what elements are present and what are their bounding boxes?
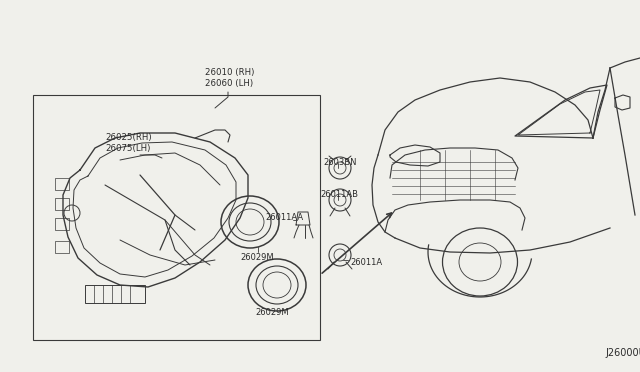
Text: 2603BN: 2603BN xyxy=(323,158,356,167)
Text: 26029M: 26029M xyxy=(240,253,274,262)
Text: 26011AA: 26011AA xyxy=(265,213,303,222)
Text: 26025(RH): 26025(RH) xyxy=(105,133,152,142)
Text: 26011A: 26011A xyxy=(350,258,382,267)
Text: 26010 (RH): 26010 (RH) xyxy=(205,68,254,77)
Bar xyxy=(55,178,69,190)
Bar xyxy=(33,95,320,340)
Text: 26029M: 26029M xyxy=(255,308,289,317)
Text: J26000U4: J26000U4 xyxy=(605,348,640,358)
Bar xyxy=(55,218,69,230)
Bar xyxy=(55,198,69,210)
Text: 26011AB: 26011AB xyxy=(320,190,358,199)
Text: 26060 (LH): 26060 (LH) xyxy=(205,79,253,88)
Bar xyxy=(85,285,145,303)
Bar xyxy=(55,241,69,253)
Text: 26075(LH): 26075(LH) xyxy=(105,144,150,153)
